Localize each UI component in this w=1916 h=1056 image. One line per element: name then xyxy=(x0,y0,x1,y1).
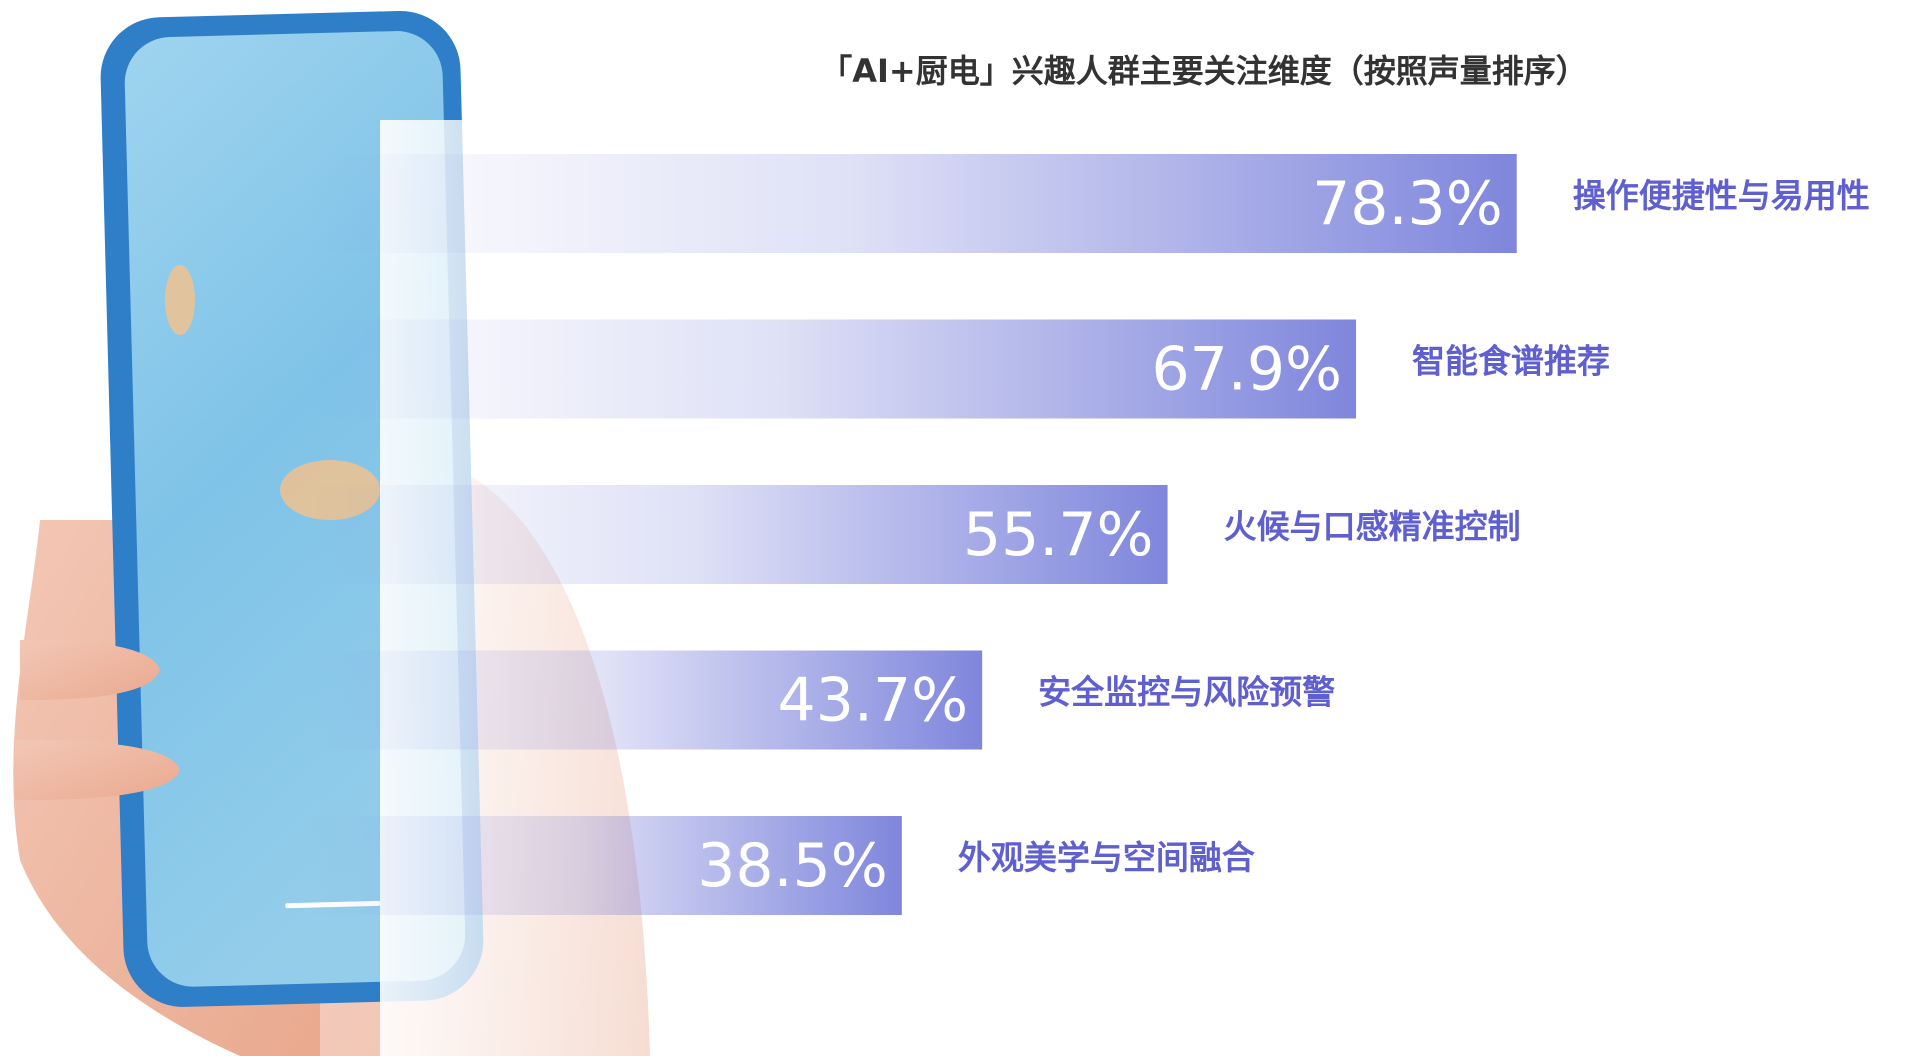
category-label: 操作便捷性与易用性 xyxy=(1573,176,1870,215)
bar xyxy=(307,650,983,750)
phone-illustration xyxy=(13,10,940,1056)
value-label: 38.5% xyxy=(697,831,888,901)
category-label: 安全监控与风险预警 xyxy=(1038,673,1335,712)
value-label: 78.3% xyxy=(1312,169,1503,239)
value-label: 55.7% xyxy=(963,500,1154,570)
category-label: 火候与口感精准控制 xyxy=(1224,507,1521,546)
bar xyxy=(307,154,1517,253)
value-label: 67.9% xyxy=(1151,335,1342,405)
bar xyxy=(307,816,902,915)
bar xyxy=(307,485,1168,584)
bar xyxy=(307,319,1357,419)
value-label: 43.7% xyxy=(778,666,969,736)
category-label: 智能食谱推荐 xyxy=(1412,342,1610,381)
category-label: 外观美学与空间融合 xyxy=(958,838,1255,877)
chart-title: 「AI+厨电」兴趣人群主要关注维度（按照声量排序） xyxy=(820,52,1588,90)
